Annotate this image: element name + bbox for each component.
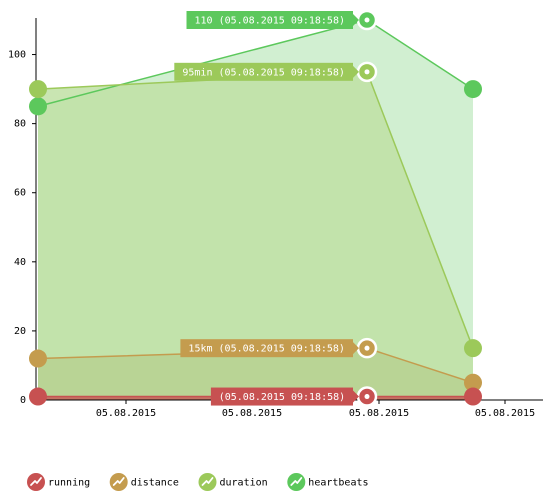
tooltip-box [174,62,353,81]
tooltip-distance: 15km (05.08.2015 09:18:58) [180,339,359,358]
legend-label: distance [131,478,179,489]
tooltip-box [180,339,353,358]
tooltip-text: 95min (05.08.2015 09:18:58) [182,67,345,78]
tooltip-pointer [353,65,359,78]
tooltip-box [186,11,353,29]
y-tick-label: 100 [8,50,26,61]
x-tick-label: 05.08.2015 [475,408,535,419]
tooltip-pointer [353,342,359,355]
legend-item-duration[interactable]: duration [198,473,268,491]
legend-item-distance[interactable]: distance [109,473,179,491]
legend-item-heartbeats[interactable]: heartbeats [287,473,369,491]
point-distance-center [364,345,370,351]
point-duration [464,339,482,358]
y-tick-label: 20 [14,326,26,337]
trend-icon [30,477,42,486]
tooltip-text: 110 (05.08.2015 09:18:58) [194,16,345,27]
area-duration [38,71,473,401]
x-tick-label: 05.08.2015 [222,408,282,419]
x-tick-label: 05.08.2015 [96,408,156,419]
point-running [464,387,482,406]
y-tick-label: 60 [14,188,26,199]
y-tick-label: 80 [14,119,26,130]
point-running-center [364,394,370,400]
legend-label: running [48,478,90,489]
y-tick-label: 0 [20,395,26,406]
trend-icon [201,477,214,486]
x-tick-label: 05.08.2015 [349,408,409,419]
point-duration [29,80,47,99]
point-duration-center [364,69,370,75]
point-heartbeats [464,80,482,99]
tooltip-text: (05.08.2015 09:18:58) [219,392,345,403]
tooltip-duration: 95min (05.08.2015 09:18:58) [174,62,359,81]
point-heartbeats [29,97,47,116]
tooltip-pointer [353,390,359,403]
point-heartbeats-center [364,17,370,23]
trend-icon [112,477,125,486]
point-running [29,387,47,406]
legend-item-running[interactable]: running [27,473,90,491]
point-distance [29,349,47,368]
trend-icon [290,477,303,486]
y-tick-label: 40 [14,257,26,268]
tooltip-heartbeats: 110 (05.08.2015 09:18:58) [186,11,359,29]
tooltip-pointer [353,14,359,26]
tooltip-running: (05.08.2015 09:18:58) [210,387,359,406]
tooltip-box [210,387,353,406]
point-distance [464,373,482,392]
tooltip-text: 15km (05.08.2015 09:18:58) [188,344,345,355]
legend-label: duration [220,478,268,489]
legend-label: heartbeats [308,478,368,489]
